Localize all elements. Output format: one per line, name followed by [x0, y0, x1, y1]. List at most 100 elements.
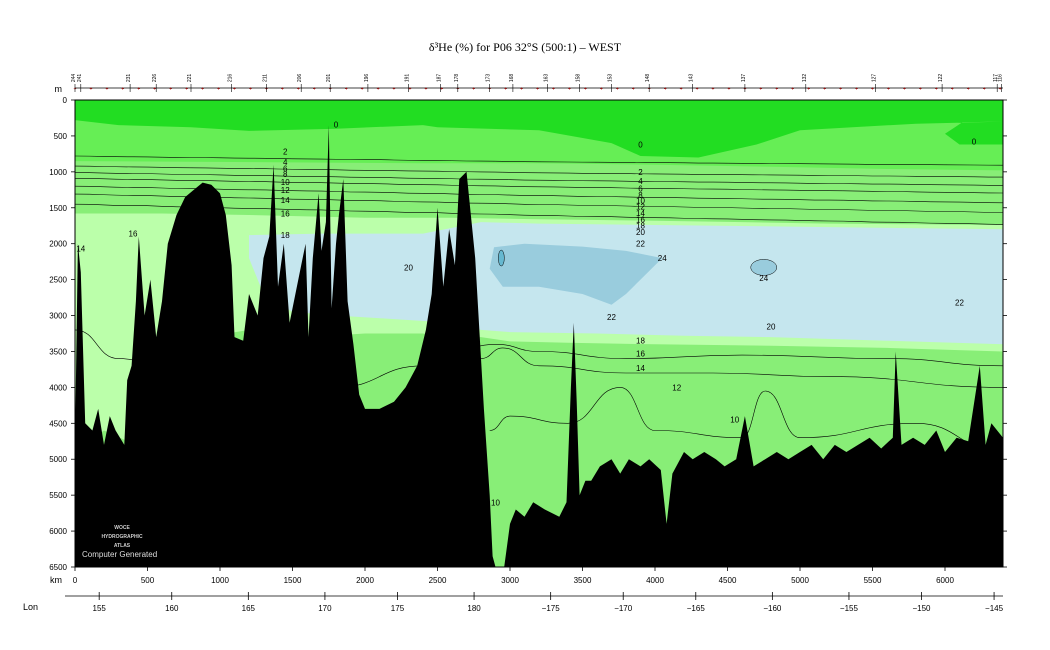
station-tick: +	[377, 87, 380, 93]
contour-line	[75, 178, 1003, 194]
station-tick: +	[345, 87, 348, 93]
contour-label: 8	[638, 191, 643, 200]
contour-labels: 00 02468101214161816142024681012141618202…	[76, 120, 976, 507]
contour-label: 6	[638, 184, 643, 193]
station-tick: +	[568, 87, 571, 93]
station-label: 117	[993, 74, 999, 82]
contour-line	[75, 185, 1003, 204]
station-tick: +	[999, 87, 1002, 93]
depth-tick-label: 2000	[49, 240, 67, 249]
station-label: 116	[998, 74, 1004, 82]
contour-label: 16	[129, 230, 138, 239]
station-tick: +	[89, 87, 92, 93]
station-tick: +	[967, 87, 970, 93]
contour-label: 24	[759, 274, 768, 283]
contour-label: 20	[767, 322, 776, 331]
band-22-region	[489, 243, 663, 305]
station-tick: +	[680, 87, 683, 93]
station-tick: +	[536, 87, 539, 93]
station-tick: +	[361, 87, 364, 93]
station-tick: +	[584, 87, 587, 93]
station-label: 216	[228, 74, 234, 83]
station-tick: +	[520, 87, 523, 93]
band-0-region	[75, 100, 1003, 158]
station-label: 153	[608, 74, 614, 83]
lon-tick-label: −175	[542, 604, 561, 613]
station-label: 221	[187, 74, 193, 83]
lon-tick-label: −165	[687, 604, 706, 613]
station-label: 206	[297, 74, 303, 83]
contour-label: 14	[281, 196, 290, 205]
station-tick: +	[297, 87, 300, 93]
contour-label: 12	[281, 186, 290, 195]
contour-label: 0	[334, 120, 339, 129]
station-label: 187	[436, 74, 442, 83]
depth-tick-label: 3000	[49, 312, 67, 321]
station-tick: +	[472, 87, 475, 93]
lon-tick-label: 175	[391, 604, 405, 613]
contour-label: 20	[636, 228, 645, 237]
station-tick: +	[313, 87, 316, 93]
plot-frame	[74, 99, 1004, 568]
seafloor-bathymetry	[75, 125, 1003, 567]
contour-label: 12	[672, 383, 681, 392]
contour-label: 8	[283, 170, 288, 179]
station-label: 241	[77, 74, 83, 83]
station-tick: +	[759, 87, 762, 93]
contour-label: 10	[636, 197, 645, 206]
station-tick: +	[696, 87, 699, 93]
longitude-axis: Lon 155 160 165 170 175 180 −175 −170 −165 −160 −15…	[23, 592, 1004, 613]
station-tick: +	[839, 87, 842, 93]
contour-label: 18	[281, 231, 290, 240]
station-tick: +	[616, 87, 619, 93]
contour-label: 6	[283, 164, 288, 173]
contour-label: 14	[636, 209, 645, 218]
contour-label: 12	[636, 202, 645, 211]
distance-tick-label: 2500	[429, 576, 447, 585]
station-tick: +	[217, 87, 220, 93]
contour-label: 4	[283, 158, 288, 167]
station-tick: +	[871, 87, 874, 93]
contour-label: 22	[636, 240, 645, 249]
station-label: 122	[938, 74, 944, 83]
contour-label: 18	[636, 337, 645, 346]
station-tick: +	[919, 87, 922, 93]
lon-tick-label: 180	[467, 604, 481, 613]
station-tick: +	[983, 87, 986, 93]
depth-tick-label: 500	[54, 132, 68, 141]
station-tick: +	[408, 87, 411, 93]
depth-tick-label: 5000	[49, 455, 67, 464]
contour-line	[480, 347, 1003, 388]
distance-tick-label: 3000	[501, 576, 519, 585]
station-label: 168	[509, 74, 515, 83]
chart-title: δ³He (%) for P06 32°S (500:1) – WEST	[428, 40, 622, 54]
station-tick: +	[393, 87, 396, 93]
plot-border	[74, 99, 1004, 568]
station-axis: + + + + + + + + + + + + + + + + + + + + + + + + + + + + + + + + + + + + + + + +…	[71, 74, 1004, 93]
lon-tick-label: −145	[985, 604, 1004, 613]
station-tick: +	[712, 87, 715, 93]
distance-tick-label: 5000	[791, 576, 809, 585]
distance-unit-label: km	[50, 575, 62, 585]
station-tick: +	[105, 87, 108, 93]
contour-line	[75, 165, 1003, 178]
station-tick: +	[791, 87, 794, 93]
distance-tick-label: 500	[141, 576, 155, 585]
lon-tick-label: −155	[840, 604, 859, 613]
station-label: 143	[689, 74, 695, 83]
station-tick: +	[664, 87, 667, 93]
contour-label: 22	[607, 313, 616, 322]
station-label: 127	[871, 74, 877, 83]
station-label: 132	[802, 74, 808, 83]
station-tick: +	[632, 87, 635, 93]
station-tick: +	[153, 87, 156, 93]
depth-unit-label: m	[55, 84, 63, 94]
station-tick: +	[424, 87, 427, 93]
lon-tick-label: 165	[242, 604, 256, 613]
station-label: 148	[645, 74, 651, 83]
station-label: 196	[364, 74, 370, 83]
computer-generated-note: Computer Generated	[82, 550, 157, 559]
distance-tick-label: 1500	[284, 576, 302, 585]
contour-label: 16	[636, 350, 645, 359]
